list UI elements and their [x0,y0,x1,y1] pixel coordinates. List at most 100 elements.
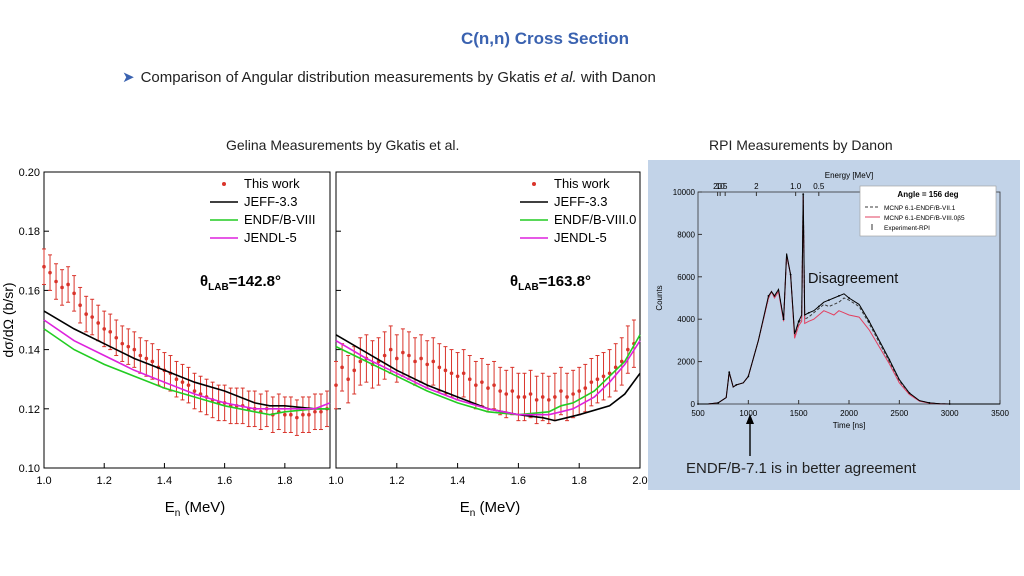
slide-bullet: ➤ Comparison of Angular distribution meas… [122,68,656,86]
bullet-text-italic: et al. [544,69,577,86]
agreement-arrow-head [746,414,754,424]
legend-label: This work [244,176,300,191]
data-point [455,374,460,379]
top-tick-label: 10 [716,182,725,191]
data-point [443,368,448,373]
data-point [516,395,521,399]
y-tick-label: 6000 [677,273,695,282]
top-tick-label: 1.0 [790,182,802,191]
x-tick-label: 1500 [790,409,808,418]
series-line [335,334,641,416]
data-point [108,330,113,334]
rpi-data-point [817,305,820,308]
data-point [319,409,323,414]
data-point [498,389,502,393]
gelina-charts: 1.0 1.2 1.4 1.6 1.8 0.10 0.12 0.14 0.16 0.18 0.20 T… [0,167,648,519]
rpi-legend-label: MCNP 6.1-ENDF/B-VII.1 [884,205,956,212]
data-point [467,377,472,381]
top-tick-label: 5 [723,182,728,191]
plot-frame-0 [43,171,331,469]
data-point [120,341,125,346]
data-point [607,371,612,376]
data-point [613,365,618,370]
top-tick-label: 2 [754,182,759,191]
slide-title: C(n,n) Cross Section [460,29,630,48]
rpi-data-point [908,392,911,394]
data-point [401,350,405,355]
legend-marker [532,182,536,186]
data-point [528,392,533,396]
data-point [334,383,338,387]
y-tick-label: 4000 [677,315,695,324]
x-axis-label: Time [ns] [833,421,866,430]
data-point [583,386,588,390]
data-point [138,353,143,358]
data-point [186,383,191,387]
data-point [595,377,600,381]
data-point [307,412,311,417]
data-point [301,412,305,417]
data-point [289,412,293,417]
data-point [407,353,411,358]
data-point [102,327,107,331]
data-point [559,389,563,393]
rpi-data-point [767,294,770,297]
y-tick-label: 0.18 [19,226,40,238]
x-tick-label: 1.0 [328,475,343,487]
x-tick-label: 1.6 [511,475,526,487]
top-axis-label: Energy [MeV] [825,171,873,180]
data-point [96,321,100,325]
rpi-data-point [888,358,891,361]
data-point [54,279,58,284]
rpi-data-point [797,320,800,323]
data-point [144,356,149,361]
data-point [419,356,423,361]
x-tick-label: 1.6 [217,475,232,487]
rpi-data-point [948,403,951,405]
data-point [90,315,94,319]
data-point [626,347,630,352]
bullet-text-end: with Danon [580,69,656,86]
data-point [132,347,137,352]
data-point [114,335,119,340]
legend-label: JEFF-3.3 [244,194,297,209]
data-point [382,353,387,358]
data-point [534,398,539,402]
rpi-data-point [717,402,720,404]
y-tick-label: 8000 [677,230,695,239]
rpi-data-point [747,375,750,378]
x-tick-label: 1.2 [389,475,404,487]
data-point [66,282,70,287]
x-tick-label: 500 [691,409,705,418]
y-tick-label: 0.14 [19,345,40,357]
x-tick-label: 3000 [941,409,959,418]
legend-label: JENDL-5 [554,230,607,245]
rpi-data-point [735,384,738,386]
data-point [72,291,76,296]
rpi-data-point [728,371,731,374]
x-tick-label: 3500 [991,409,1009,418]
data-point [388,347,393,352]
data-point [437,365,442,370]
rpi-series-line [698,194,1000,405]
data-point [589,380,594,384]
disagreement-note: Disagreement [808,271,898,287]
legend-label: This work [554,176,610,191]
data-point [295,415,299,420]
y-axis-label: dσ/dΩ (b/sr) [0,282,16,357]
rpi-data-point [928,402,931,404]
data-point [150,359,155,364]
y-axis-label: Counts [655,285,664,310]
x-tick-label: 1.0 [36,475,51,487]
data-point [504,392,509,396]
y-tick-label: 0.16 [19,285,40,297]
series-line [43,328,330,416]
rpi-data-point [789,273,792,276]
rpi-data-point [773,294,776,297]
angle-label: θLAB=163.8° [510,273,591,293]
series-line [335,334,641,422]
rpi-data-point [868,320,871,323]
data-point [174,377,179,381]
data-point [510,389,515,393]
x-axis-label: En (MeV) [165,499,226,519]
